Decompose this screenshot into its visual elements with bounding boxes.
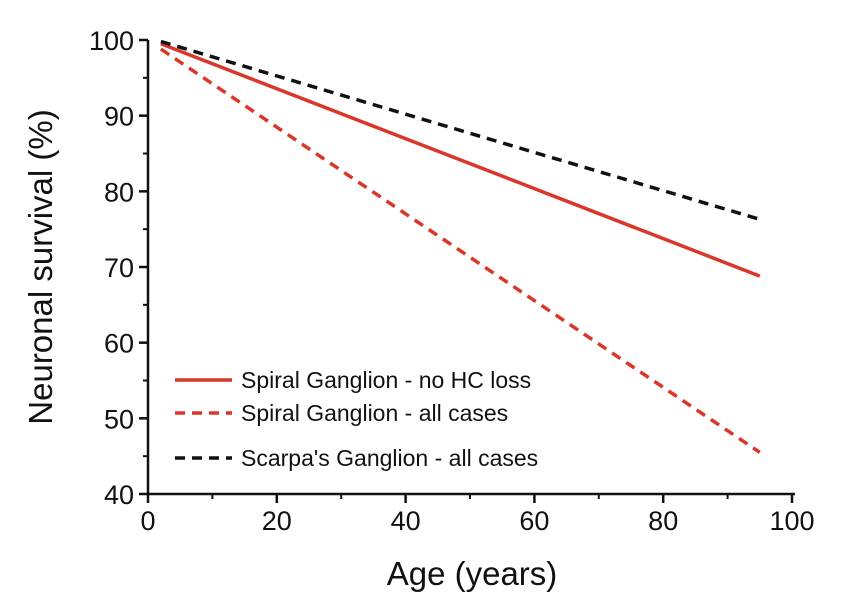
x-tick-label: 20	[262, 506, 292, 536]
y-ticks: 40 50 60 70 80 90 100	[89, 26, 148, 510]
y-tick-label: 80	[104, 177, 134, 207]
legend-label: Spiral Ganglion - no HC loss	[241, 367, 531, 393]
series-line-3	[160, 39, 761, 222]
x-tick-label: 80	[648, 506, 678, 536]
x-tick-label: 0	[140, 506, 155, 536]
x-ticks: 0 20 40 60 80 100	[140, 494, 815, 536]
x-tick-label: 60	[519, 506, 549, 536]
series-lines	[159, 39, 761, 454]
legend-label: Spiral Ganglion - all cases	[241, 400, 508, 426]
y-tick-label: 100	[89, 26, 134, 56]
series-line-2	[159, 47, 761, 454]
legend-label: Scarpa's Ganglion - all cases	[241, 445, 538, 471]
y-tick-label: 60	[104, 329, 134, 359]
y-tick-label: 40	[104, 480, 134, 510]
x-axis-title: Age (years)	[387, 555, 558, 592]
x-tick-label: 40	[391, 506, 421, 536]
legend: Spiral Ganglion - no HC loss Spiral Gangl…	[175, 367, 538, 471]
series-line-1	[160, 42, 761, 278]
x-tick-label: 100	[769, 506, 814, 536]
y-axis-title: Neuronal survival (%)	[22, 109, 59, 424]
y-tick-label: 50	[104, 404, 134, 434]
y-tick-label: 90	[104, 102, 134, 132]
y-tick-label: 70	[104, 253, 134, 283]
